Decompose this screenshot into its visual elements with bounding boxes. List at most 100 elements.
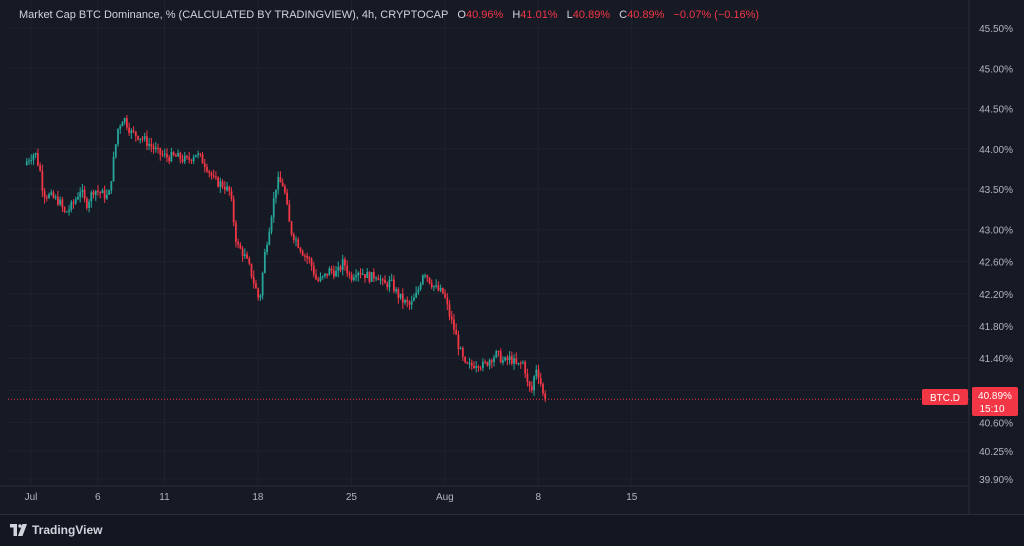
candle-body xyxy=(203,163,206,168)
candle-body xyxy=(110,181,113,191)
candle-body xyxy=(54,196,57,198)
candle-body xyxy=(241,248,244,256)
candle-body xyxy=(90,192,93,202)
y-tick-label: 42.60% xyxy=(979,258,1013,269)
candle-body xyxy=(466,362,469,364)
candle-body xyxy=(250,263,253,277)
candle-body xyxy=(68,209,70,212)
candle-body xyxy=(72,202,75,204)
candle-body xyxy=(235,222,237,243)
price-axis[interactable]: 45.50% 45.00% 44.50% 44.00% 43.50% 43.00% 42.6… xyxy=(968,0,1013,514)
candle-body xyxy=(119,126,122,129)
candle-body xyxy=(519,362,522,364)
candle-body xyxy=(324,273,326,276)
brand-name: TradingView xyxy=(32,523,103,537)
candle-body xyxy=(335,271,337,277)
candle-body xyxy=(424,275,426,277)
x-tick-label: Aug xyxy=(436,492,454,503)
candle-body xyxy=(346,265,349,274)
tradingview-logo[interactable]: TradingView xyxy=(10,523,102,537)
close-key: C xyxy=(619,9,628,21)
candle-body xyxy=(357,272,360,276)
y-tick-label: 42.20% xyxy=(979,290,1013,301)
candle-body xyxy=(513,358,515,364)
candle-body xyxy=(315,274,317,280)
x-tick-label: 8 xyxy=(536,492,542,503)
y-tick-label: 43.50% xyxy=(979,185,1013,196)
candle-body xyxy=(159,148,162,155)
candle-body xyxy=(368,272,371,282)
last-price-label: BTC.D 40.89% 15:10 xyxy=(922,387,1018,416)
candle-body xyxy=(390,279,393,281)
candle-body xyxy=(81,189,84,193)
candle-body xyxy=(48,194,50,198)
candle-body xyxy=(243,254,246,256)
candle-body xyxy=(77,196,79,200)
candle-body xyxy=(283,186,286,193)
candle-body xyxy=(495,351,498,358)
chart-panel[interactable]: 45.50% 45.00% 44.50% 44.00% 43.50% 43.00% 42.6… xyxy=(0,0,1024,514)
candle-body xyxy=(141,138,144,140)
candle-body xyxy=(497,351,500,353)
price-chart[interactable]: 45.50% 45.00% 44.50% 44.00% 43.50% 43.00% 42.6… xyxy=(0,0,1024,514)
candle-body xyxy=(359,272,362,275)
candle-body xyxy=(281,182,284,187)
time-axis[interactable]: Jul 6 11 18 25 Aug 8 15 xyxy=(0,485,969,503)
candle-body xyxy=(105,194,108,199)
candle-body xyxy=(28,160,30,162)
y-tick-label: 45.50% xyxy=(979,24,1013,35)
y-tick-label: 43.00% xyxy=(979,225,1013,236)
candle-body xyxy=(183,155,186,162)
candle-body xyxy=(488,360,491,366)
candle-body xyxy=(257,288,260,298)
candle-body xyxy=(444,293,446,298)
candle-body xyxy=(386,283,389,288)
candle-body xyxy=(542,383,544,394)
candle-body xyxy=(201,154,204,164)
candle-body xyxy=(248,258,251,264)
candle-body xyxy=(65,211,68,213)
candle-body xyxy=(306,255,309,259)
candle-body xyxy=(214,176,217,178)
candle-body xyxy=(392,279,395,292)
candle-body xyxy=(344,259,346,266)
candle-body xyxy=(223,186,226,190)
price-tag-value: 40.89% xyxy=(978,391,1012,402)
candle-body xyxy=(266,244,268,252)
candle-body xyxy=(303,255,306,257)
candle-body xyxy=(539,378,542,384)
candle-body xyxy=(97,190,99,192)
candle-body xyxy=(364,274,366,278)
price-tag-bg xyxy=(972,387,1018,416)
high-value: 41.01% xyxy=(520,9,558,21)
candle-body xyxy=(484,361,487,363)
candle-body xyxy=(450,316,453,320)
candle-body xyxy=(473,365,475,369)
y-tick-label: 40.60% xyxy=(979,419,1013,430)
candle-body xyxy=(210,172,213,176)
candle-body xyxy=(43,190,46,198)
candle-body xyxy=(341,259,344,270)
candle-body xyxy=(508,356,511,360)
candle-body xyxy=(146,136,148,146)
candle-body xyxy=(219,181,222,187)
candle-body xyxy=(88,201,90,208)
symbol-tag: BTC.D xyxy=(930,393,960,404)
candle-body xyxy=(170,152,173,162)
candle-body xyxy=(92,192,95,195)
candle-body xyxy=(74,199,77,204)
candle-body xyxy=(301,251,304,256)
candle-body xyxy=(125,118,128,128)
candle-body xyxy=(212,175,215,177)
candle-body xyxy=(206,167,208,172)
candle-body xyxy=(163,153,166,155)
candle-body xyxy=(228,186,231,192)
candle-body xyxy=(446,297,449,305)
candle-body xyxy=(486,362,489,366)
x-tick-label: 25 xyxy=(346,492,358,503)
tradingview-logo-icon xyxy=(10,524,27,536)
candle-body xyxy=(524,362,527,374)
candle-body xyxy=(401,293,404,303)
candle-body xyxy=(150,144,153,147)
candle-body xyxy=(395,289,398,292)
